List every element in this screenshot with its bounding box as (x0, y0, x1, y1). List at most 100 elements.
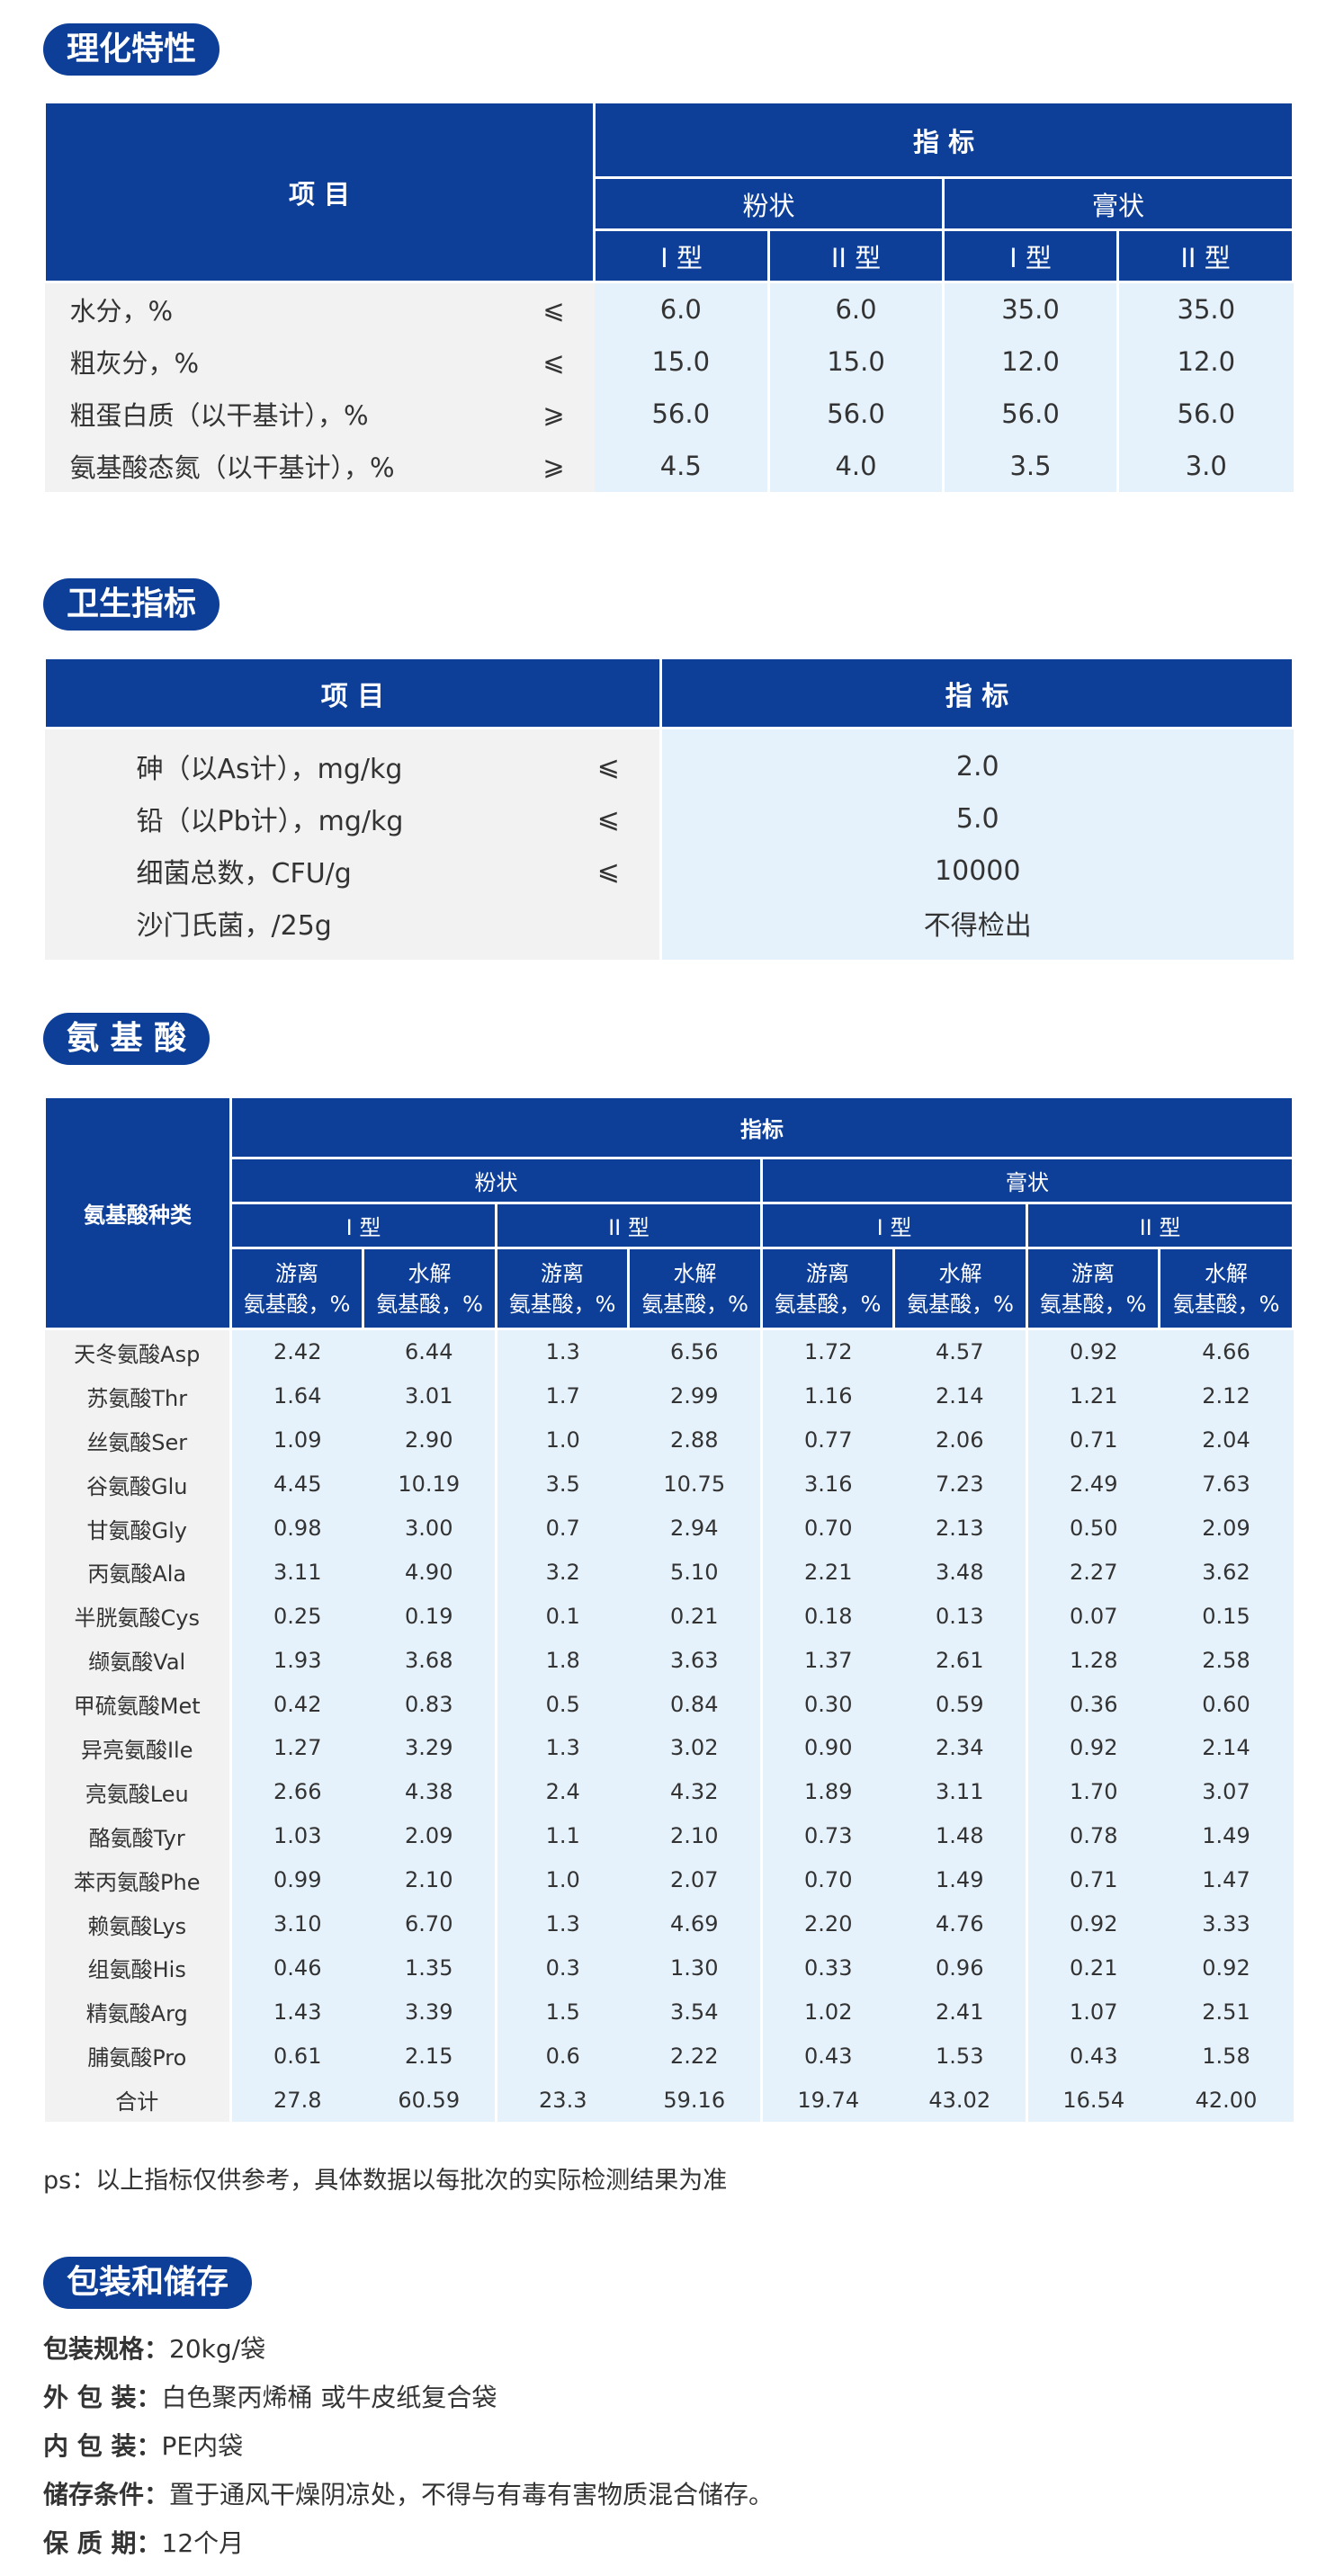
table-row: 缬氨酸Val 1.93 3.68 1.8 3.63 1.37 2.61 1.28 2.58 (44, 1638, 1294, 1683)
value-cell: 2.66 (230, 1769, 363, 1814)
hydrolyzed-amino-header: 水解 氨基酸，% (1158, 1247, 1295, 1330)
value-cell: 23.3 (496, 2078, 629, 2123)
value-cell: 3.54 (628, 1990, 763, 2035)
value-cell: 1.27 (230, 1726, 363, 1770)
value-cell: 1.8 (496, 1638, 629, 1683)
item-name: 氨基酸态氮（以干基计），% (44, 440, 514, 492)
item-name: 沙门氏菌，/25g (44, 897, 558, 949)
value-cell: 3.48 (893, 1550, 1028, 1595)
value-cell: 1.43 (230, 1990, 363, 2035)
value-cell: 1.16 (761, 1373, 894, 1418)
type1-header: I 型 (760, 1202, 1028, 1249)
value-cell: 0.60 (1159, 1682, 1294, 1727)
value-cell: 1.37 (761, 1638, 894, 1683)
value-cell: 0.18 (761, 1594, 894, 1639)
value-cell: 2.61 (893, 1638, 1028, 1683)
value-cell: 0.84 (628, 1682, 763, 1727)
value-cell: 1.49 (893, 1857, 1028, 1902)
table-row: 沙门氏菌，/25g 不得检出 (44, 897, 1294, 949)
package-value: 20kg/袋 (169, 2334, 266, 2364)
value-cell: 0.43 (761, 2034, 894, 2079)
amino-name: 甲硫氨酸Met (44, 1682, 232, 1727)
comparison-symbol: ⩽ (557, 792, 663, 845)
package-value: 置于通风干燥阴凉处，不得与有毒有害物质混合储存。 (169, 2480, 775, 2509)
value-cell: 2.34 (893, 1726, 1028, 1770)
value-cell: 56.0 (594, 388, 771, 440)
phys-table: 项 目 指 标 粉状 膏状 I 型 II 型 I 型 II 型 水分，% ⩽ 6.0… (42, 101, 1295, 492)
value-cell: 1.03 (230, 1813, 363, 1858)
value-cell: 1.49 (1159, 1813, 1294, 1858)
value-cell: 2.88 (628, 1418, 763, 1462)
value-cell: 6.0 (768, 282, 945, 335)
value-cell: 3.39 (363, 1990, 497, 2035)
value-cell: 35.0 (1117, 282, 1294, 335)
value-cell: 1.5 (496, 1990, 629, 2035)
value-cell: 12.0 (1117, 335, 1294, 388)
value-cell: 1.3 (496, 1328, 629, 1374)
index-header: 指 标 (593, 101, 1295, 179)
value-cell: 1.89 (761, 1769, 894, 1814)
value-cell: 1.47 (1159, 1857, 1294, 1902)
value-cell: 2.41 (893, 1990, 1028, 2035)
spacer-row (44, 728, 1294, 740)
item-name: 砷（以As计），mg/kg (44, 740, 558, 792)
value-cell: 3.07 (1159, 1769, 1294, 1814)
free-amino-header: 游离 氨基酸，% (229, 1247, 364, 1330)
package-key: 外 包 装： (43, 2383, 162, 2412)
value-cell: 35.0 (943, 282, 1120, 335)
value-cell: 0.71 (1026, 1418, 1160, 1462)
value-cell: 1.53 (893, 2034, 1028, 2079)
free-amino-header: 游离 氨基酸，% (1026, 1247, 1160, 1330)
amino-name: 苏氨酸Thr (44, 1373, 232, 1418)
value-cell: 0.92 (1026, 1901, 1160, 1946)
hygiene-table: 项 目 指 标 砷（以As计），mg/kg ⩽ 2.0 铅（以Pb计），mg/kg ⩽ 5… (42, 657, 1295, 960)
amino-name: 丙氨酸Ala (44, 1550, 232, 1595)
value-cell: 0.15 (1159, 1594, 1294, 1639)
value-cell: 0.92 (1026, 1328, 1160, 1374)
value-cell: 1.3 (496, 1901, 629, 1946)
powder-header: 粉状 (593, 176, 945, 231)
value-cell: 16.54 (1026, 2078, 1160, 2123)
type2-header: II 型 (767, 228, 945, 283)
table-row: 粗灰分，% ⩽ 15.0 15.0 12.0 12.0 (44, 335, 1294, 388)
amino-name: 组氨酸His (44, 1945, 232, 1990)
value-cell: 1.1 (496, 1813, 629, 1858)
value-cell: 2.58 (1159, 1638, 1294, 1683)
amino-name: 甘氨酸Gly (44, 1506, 232, 1551)
value-cell: 7.63 (1159, 1462, 1294, 1507)
table-row: 水分，% ⩽ 6.0 6.0 35.0 35.0 (44, 282, 1294, 335)
value-cell: 0.21 (628, 1594, 763, 1639)
table-row: 赖氨酸Lys 3.10 6.70 1.3 4.69 2.20 4.76 0.92 3.33 (44, 1901, 1294, 1946)
package-line: 储存条件：置于通风干燥阴凉处，不得与有毒有害物质混合储存。 (43, 2475, 774, 2511)
value-cell: 3.5 (496, 1462, 629, 1507)
comparison-symbol: ⩽ (557, 740, 663, 792)
table-row: 谷氨酸Glu 4.45 10.19 3.5 10.75 3.16 7.23 2.49 7.63 (44, 1462, 1294, 1507)
amino-name: 亮氨酸Leu (44, 1769, 232, 1814)
comparison-symbol: ⩽ (513, 282, 595, 335)
value-cell: 4.5 (594, 440, 771, 492)
item-name: 粗灰分，% (44, 335, 514, 388)
package-key: 保 质 期： (43, 2528, 162, 2558)
value-cell: 0.83 (363, 1682, 497, 1727)
hydrolyzed-amino-header: 水解 氨基酸，% (362, 1247, 497, 1330)
value-cell: 3.11 (893, 1769, 1028, 1814)
item-header: 项 目 (42, 657, 663, 729)
amino-name: 缬氨酸Val (44, 1638, 232, 1683)
value-cell: 2.0 (660, 740, 1294, 792)
value-cell: 2.07 (628, 1857, 763, 1902)
value-cell: 2.14 (893, 1373, 1028, 1418)
hydrolyzed-amino-header: 水解 氨基酸，% (892, 1247, 1028, 1330)
package-key: 内 包 装： (43, 2431, 162, 2461)
value-cell: 0.46 (230, 1945, 363, 1990)
value-cell: 5.0 (660, 792, 1294, 845)
value-cell: 1.70 (1026, 1769, 1160, 1814)
paste-header: 膏状 (760, 1157, 1295, 1204)
table-row: 丙氨酸Ala 3.11 4.90 3.2 5.10 2.21 3.48 2.27 3.62 (44, 1550, 1294, 1595)
table-row: 砷（以As计），mg/kg ⩽ 2.0 (44, 740, 1294, 792)
value-cell: 1.07 (1026, 1990, 1160, 2035)
value-cell: 2.21 (761, 1550, 894, 1595)
value-cell: 1.72 (761, 1328, 894, 1374)
free-amino-header: 游离 氨基酸，% (760, 1247, 895, 1330)
value-cell: 0.50 (1026, 1506, 1160, 1551)
index-header: 指标 (229, 1096, 1295, 1159)
